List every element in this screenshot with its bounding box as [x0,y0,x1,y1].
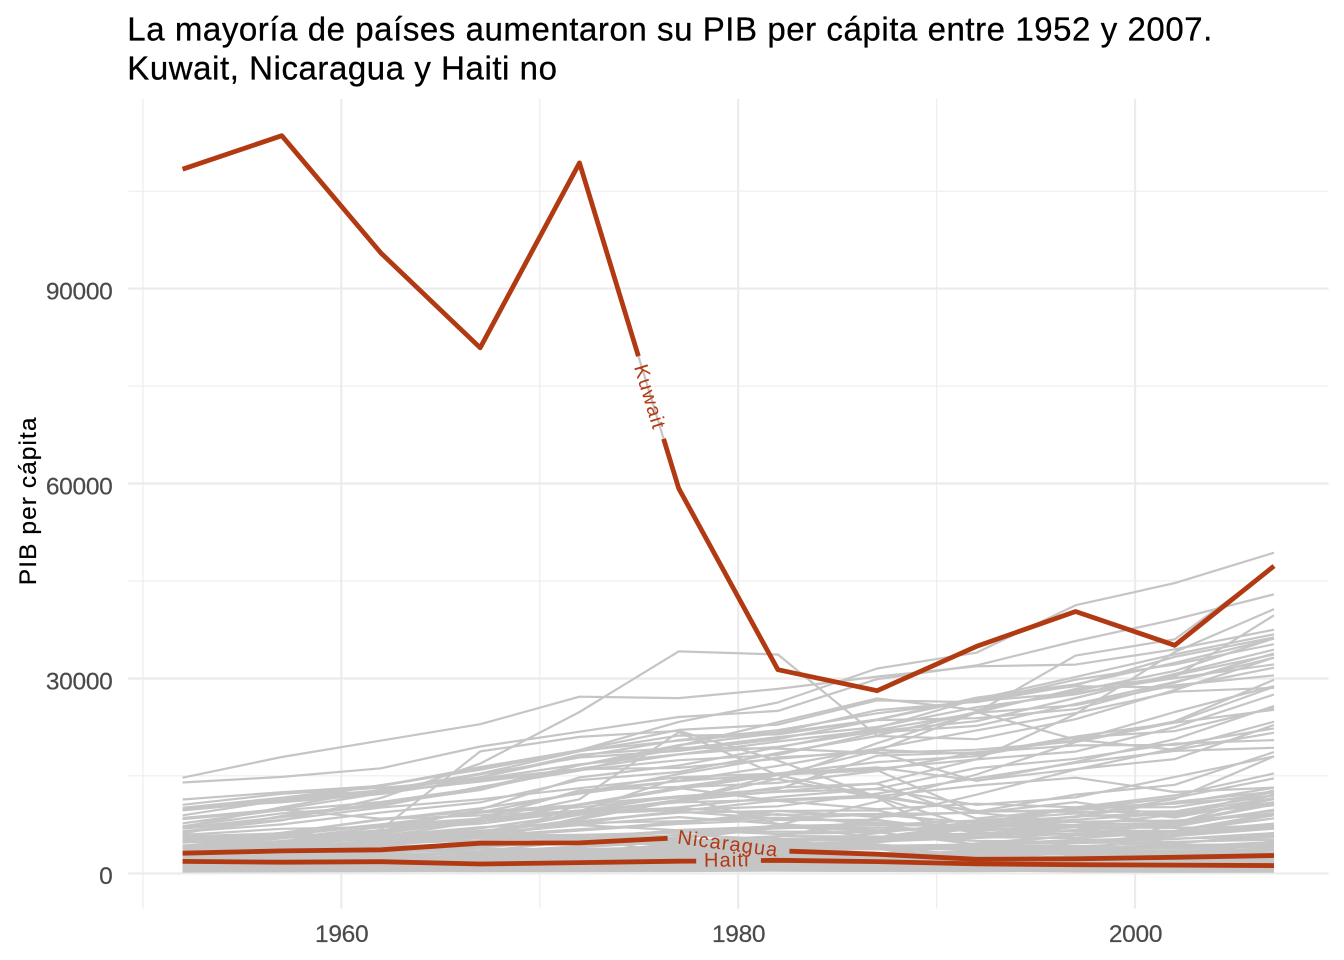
svg-text:1960: 1960 [315,921,368,948]
svg-text:30000: 30000 [46,668,113,695]
svg-text:PIB per cápita: PIB per cápita [15,417,42,586]
svg-text:90000: 90000 [46,278,113,305]
svg-text:0: 0 [99,863,112,890]
svg-text:Haiti: Haiti [704,849,750,871]
svg-text:2000: 2000 [1109,921,1162,948]
svg-text:La mayoría de países aumentaro: La mayoría de países aumentaron su PIB p… [127,10,1213,47]
svg-text:Kuwait, Nicaragua y Haiti no: Kuwait, Nicaragua y Haiti no [127,50,557,87]
svg-text:1980: 1980 [712,921,765,948]
svg-text:60000: 60000 [46,473,113,500]
